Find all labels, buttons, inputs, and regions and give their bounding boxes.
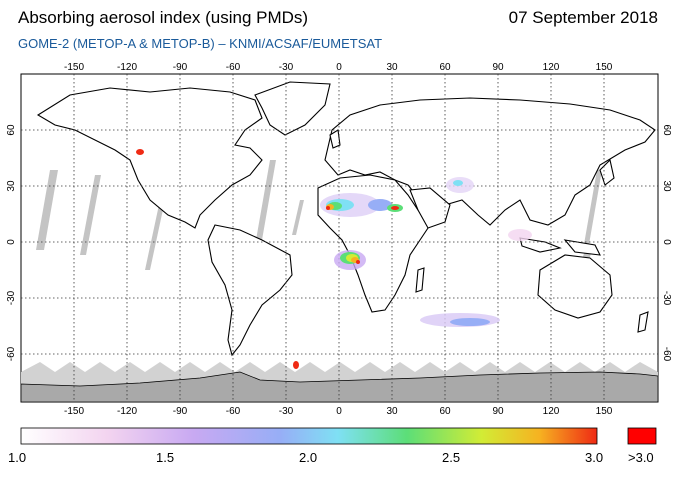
lon-tick: -120 <box>117 406 137 417</box>
lon-ticks-top: -150 -120 -90 -60 -30 0 30 60 90 120 150 <box>64 62 613 73</box>
lat-tick: -30 <box>6 290 17 305</box>
date-label: 07 September 2018 <box>508 8 658 27</box>
lon-tick: -120 <box>117 62 137 73</box>
colorbar-label: 3.0 <box>585 450 604 465</box>
graticule <box>21 74 658 402</box>
lon-tick: 0 <box>336 406 342 417</box>
lat-tick: -60 <box>661 347 672 362</box>
lat-tick: -60 <box>6 346 17 361</box>
lon-tick: 30 <box>386 406 398 417</box>
lon-tick: -30 <box>279 62 294 73</box>
lat-tick: 60 <box>661 124 672 136</box>
lat-ticks-right: 60 30 0 -30 -60 <box>661 124 672 361</box>
lat-tick: 0 <box>661 239 672 245</box>
lon-tick: 60 <box>439 406 451 417</box>
lon-tick: 90 <box>492 406 504 417</box>
colorbar-overflow-swatch <box>627 427 657 445</box>
lon-tick: 120 <box>543 406 560 417</box>
lat-tick: 60 <box>6 124 17 136</box>
lon-tick: -90 <box>173 62 188 73</box>
lon-tick: 120 <box>543 62 560 73</box>
lon-tick: -150 <box>64 406 84 417</box>
lon-tick: 30 <box>386 62 398 73</box>
lon-tick: -60 <box>226 62 241 73</box>
lon-tick: 150 <box>596 62 613 73</box>
colorbar-label: 2.0 <box>299 450 318 465</box>
lat-ticks-left: 60 30 0 -30 -60 <box>6 124 17 361</box>
lat-tick: 30 <box>6 180 17 192</box>
lon-tick: 90 <box>492 62 504 73</box>
lon-tick: 0 <box>336 62 342 73</box>
lon-tick: -90 <box>173 406 188 417</box>
lat-tick: 0 <box>6 239 17 245</box>
subtitle: GOME-2 (METOP-A & METOP-B) – KNMI/ACSAF/… <box>18 36 383 51</box>
lon-tick: -30 <box>279 406 294 417</box>
lon-tick: -60 <box>226 406 241 417</box>
colorbar <box>20 427 598 445</box>
colorbar-label: 1.0 <box>8 450 27 465</box>
colorbar-label: 1.5 <box>156 450 175 465</box>
lat-tick: 30 <box>661 180 672 192</box>
colorbar-overflow-label: >3.0 <box>628 450 654 465</box>
colorbar-label: 2.5 <box>442 450 461 465</box>
lon-tick: 150 <box>596 406 613 417</box>
map-title: Absorbing aerosol index (using PMDs) <box>18 8 309 27</box>
lon-ticks-bottom: -150 -120 -90 -60 -30 0 30 60 90 120 150 <box>64 406 613 417</box>
lon-tick: 60 <box>439 62 451 73</box>
lat-tick: -30 <box>661 291 672 306</box>
aerosol-patches <box>136 149 532 369</box>
lon-tick: -150 <box>64 62 84 73</box>
